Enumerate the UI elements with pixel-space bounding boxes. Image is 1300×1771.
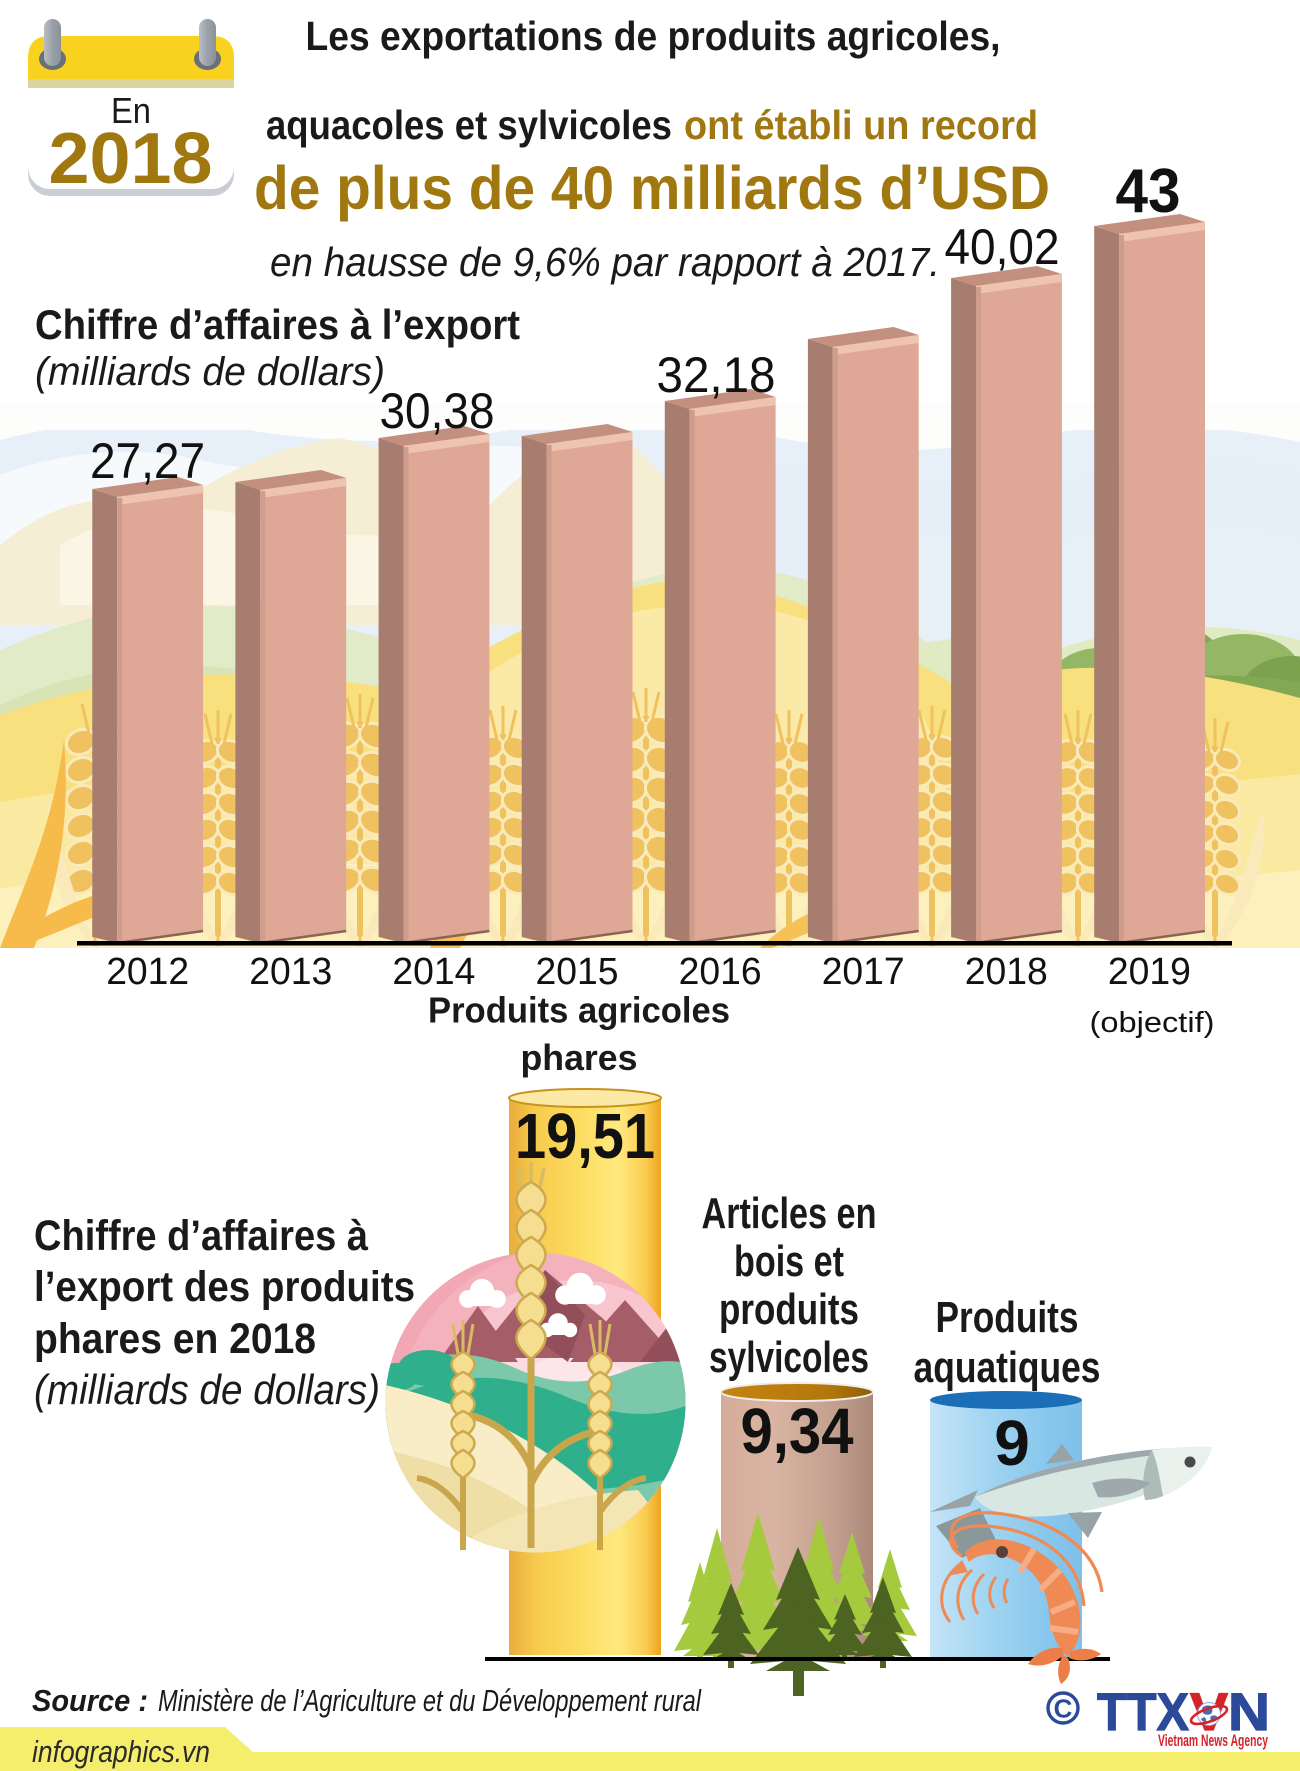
svg-text:En: En (111, 90, 151, 131)
svg-text:aquacoles et sylvicoles: aquacoles et sylvicoles (266, 102, 672, 148)
svg-text:N: N (1228, 1683, 1270, 1742)
svg-text:40,02: 40,02 (945, 219, 1060, 275)
svg-text:Vietnam News Agency: Vietnam News Agency (1158, 1731, 1268, 1750)
svg-text:2019: 2019 (1108, 951, 1191, 993)
svg-text:27,27: 27,27 (90, 433, 205, 489)
svg-text:(milliards de dollars): (milliards de dollars) (35, 350, 385, 394)
svg-text:phares: phares (521, 1037, 638, 1078)
svg-text:produits: produits (719, 1285, 859, 1334)
svg-text:sylvicoles: sylvicoles (709, 1333, 869, 1382)
svg-text:2018: 2018 (49, 119, 213, 199)
svg-text:2013: 2013 (249, 951, 332, 993)
svg-text:2016: 2016 (679, 951, 762, 993)
svg-text:32,18: 32,18 (657, 347, 776, 403)
svg-text:(objectif): (objectif) (1090, 1007, 1215, 1039)
svg-text:30,38: 30,38 (380, 383, 495, 439)
svg-text:C: C (1054, 1694, 1073, 1724)
svg-text:infographics.vn: infographics.vn (32, 1734, 210, 1769)
svg-text:l’export des produits: l’export des produits (34, 1263, 415, 1311)
svg-text:Produits agricoles: Produits agricoles (428, 990, 730, 1031)
svg-text:2012: 2012 (106, 951, 189, 993)
svg-text:Chiffre d’affaires à: Chiffre d’affaires à (34, 1212, 369, 1260)
svg-text:2018: 2018 (965, 951, 1048, 993)
svg-text:Les exportations de produits a: Les exportations de produits agricoles, (306, 13, 1001, 59)
svg-text:9: 9 (994, 1407, 1030, 1479)
svg-text:(milliards de dollars): (milliards de dollars) (34, 1366, 380, 1413)
svg-text:ont établi un record: ont établi un record (684, 102, 1038, 148)
svg-text:Produits: Produits (936, 1293, 1079, 1342)
svg-text:9,34: 9,34 (741, 1395, 854, 1467)
svg-text:Source :: Source : (32, 1683, 148, 1718)
svg-text:43: 43 (1116, 157, 1181, 226)
svg-text:Articles en: Articles en (702, 1189, 877, 1238)
svg-text:2015: 2015 (536, 951, 619, 993)
svg-text:Ministère de l’Agriculture et: Ministère de l’Agriculture et du Dévelop… (158, 1683, 702, 1718)
svg-text:2014: 2014 (392, 951, 475, 993)
svg-text:aquatiques: aquatiques (914, 1343, 1101, 1392)
svg-text:TTX: TTX (1097, 1683, 1189, 1742)
svg-text:en hausse de 9,6% par rapport: en hausse de 9,6% par rapport à 2017. (270, 239, 940, 285)
svg-text:19,51: 19,51 (515, 1100, 655, 1172)
svg-text:de plus de 40 milliards d’USD: de plus de 40 milliards d’USD (254, 154, 1050, 222)
svg-text:bois et: bois et (734, 1237, 844, 1286)
svg-text:Chiffre d’affaires à l’export: Chiffre d’affaires à l’export (35, 301, 520, 348)
svg-text:phares en 2018: phares en 2018 (34, 1315, 316, 1363)
svg-text:2017: 2017 (822, 951, 905, 993)
